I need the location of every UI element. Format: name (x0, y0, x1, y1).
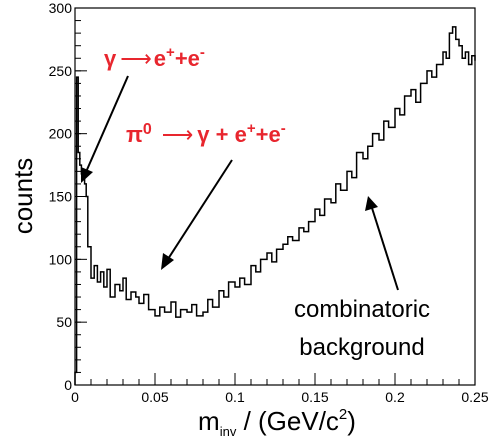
x-axis-label-main: m (198, 406, 220, 436)
pi0-dalitz-label: π0 ⟶ γ + e++e- (126, 120, 286, 147)
x-tick-label: 0.2 (385, 389, 405, 405)
gamma-electron: e (154, 46, 166, 71)
gamma-arrow: ⟶ (120, 46, 152, 71)
pi0-minus-sup: - (281, 120, 286, 137)
gamma-plus-e: +e (175, 46, 200, 71)
y-axis-label: counts (8, 158, 38, 235)
background-label-line2: background (299, 334, 424, 361)
gamma-conversion-label: γ ⟶e++e- (104, 44, 205, 71)
y-tick-label: 50 (56, 314, 72, 330)
minor-ticks (75, 20, 460, 385)
x-tick-label: 0.25 (461, 389, 488, 405)
gamma-arrow-pointer (81, 75, 129, 183)
histogram-line (74, 26, 476, 385)
pi0-sup: 0 (143, 121, 152, 138)
y-tick-label: 0 (64, 377, 72, 393)
pi0-plus-sup: + (247, 120, 256, 137)
pi0-arrow: ⟶ (162, 122, 194, 147)
x-axis-label-end: ) (347, 406, 356, 436)
gamma-plus-sup: + (166, 44, 175, 61)
dalitz-arrow-pointer (161, 159, 233, 270)
background-label-line1: combinatoric (294, 296, 430, 323)
gamma-minus-sup: - (200, 44, 205, 61)
pi0-symbol: π (126, 122, 143, 147)
y-tick-label: 100 (49, 251, 73, 267)
background-arrow-pointer (365, 196, 399, 291)
plot-frame (74, 7, 476, 386)
y-tick-label: 250 (49, 63, 73, 79)
x-axis-label-sub: inv (220, 424, 237, 439)
y-tick-label: 150 (49, 189, 73, 205)
x-axis-label-sup: 2 (339, 406, 347, 423)
x-tick-labels: 0 0.05 0.1 0.15 0.2 0.25 (71, 389, 489, 405)
y-tick-label: 200 (49, 126, 73, 142)
x-tick-label: 0.15 (301, 389, 328, 405)
x-tick-label: 0.1 (225, 389, 245, 405)
x-axis-label: minv / (GeV/c2) (198, 406, 356, 439)
pi0-products: γ + e (197, 122, 247, 147)
y-tick-labels: 0 50 100 150 200 250 300 (49, 0, 73, 393)
pi0-plus-e: +e (256, 122, 281, 147)
x-axis-label-rest: / (GeV/c (236, 406, 339, 436)
x-tick-label: 0.05 (141, 389, 168, 405)
y-tick-label: 300 (49, 0, 73, 16)
gamma-symbol: γ (104, 46, 117, 71)
x-tick-label: 0 (71, 389, 79, 405)
